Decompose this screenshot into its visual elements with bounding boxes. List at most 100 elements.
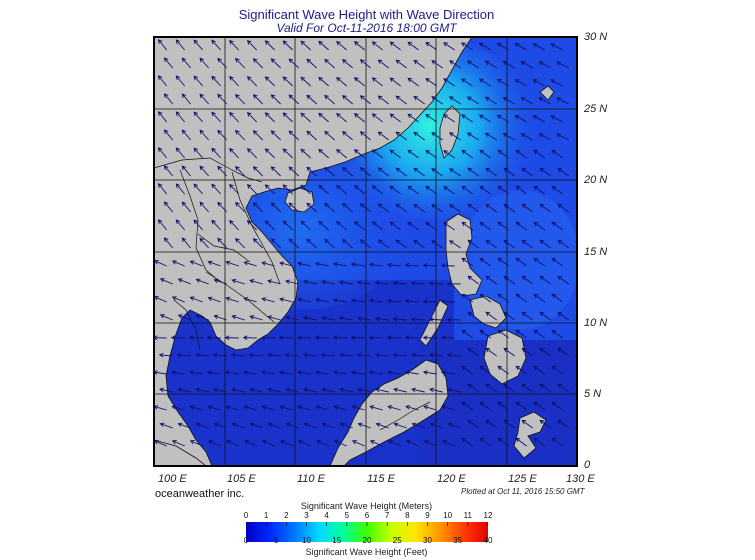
wave-arrow [392,280,407,286]
wave-arrow [497,365,509,375]
wave-arrow [387,440,401,447]
credit-text: oceanweather inc. [155,488,245,500]
wave-arrow [217,129,227,141]
wave-arrow [485,347,497,357]
wave-arrow [466,60,479,69]
wave-arrow [181,201,192,213]
wave-arrow [353,113,365,123]
wave-arrow [377,167,389,177]
wave-arrow [181,129,192,141]
wave-arrow [533,437,545,447]
wave-arrow [171,296,185,303]
wave-arrow [407,149,419,159]
wave-arrow [479,329,491,339]
wave-arrow [485,311,497,321]
wave-arrow [497,401,509,411]
wave-arrow [267,422,281,429]
wave-arrow [158,352,173,358]
wave-arrow [551,365,563,375]
wave-arrow [278,370,293,375]
legend-feet-tick: 35 [453,536,463,545]
wave-arrow [550,79,563,87]
wave-arrow [252,238,263,249]
wave-arrow [175,183,186,195]
wave-arrow [357,387,371,393]
wave-arrow [357,422,371,429]
wave-arrow [440,299,455,304]
wave-arrow [154,335,167,341]
wave-arrow [404,335,419,341]
wave-arrow [551,293,563,303]
wave-arrow [446,352,461,358]
wave-arrow [557,419,569,429]
wave-arrow [461,437,473,447]
wave-arrow [199,129,210,141]
wave-arrow [336,112,347,123]
wave-arrow [368,370,383,375]
wave-arrow [171,405,185,411]
wave-arrow [260,335,275,341]
wave-arrow [515,329,527,339]
wave-arrow [157,183,168,195]
wave-arrow [515,437,527,447]
wave-arrow [550,115,563,123]
wave-arrow [377,59,389,69]
legend-feet-tick: 15 [332,536,342,545]
wave-arrow [243,440,257,447]
wave-arrow [551,257,563,267]
wave-arrow [159,278,173,285]
wave-arrow [318,184,329,195]
wave-arrow [177,314,191,321]
wave-arrow [189,440,203,447]
wave-arrow [211,111,222,123]
wave-arrow [521,383,533,393]
wave-arrow [467,167,479,177]
wave-arrow [246,148,257,159]
wave-arrow [231,314,245,321]
wave-arrow [428,317,443,322]
wave-arrow [246,184,257,195]
wave-arrow [261,261,275,267]
wave-arrow [270,94,281,105]
wave-arrow [449,168,461,177]
wave-arrow [181,237,192,249]
wave-arrow [306,166,317,177]
wave-arrow [422,370,437,375]
wave-arrow [431,60,443,69]
wave-arrow [282,148,293,159]
wave-arrow [282,184,293,195]
legend-meters-tick: 9 [425,511,430,520]
wave-arrow [163,57,174,69]
wave-arrow [515,293,527,303]
legend-meters-tick: 12 [483,511,493,520]
wave-arrow [170,335,185,341]
wave-arrow [467,347,479,357]
wave-arrow [371,41,383,51]
wave-arrow [374,352,389,358]
wave-arrow [235,237,245,249]
wave-arrow [242,335,257,341]
legend-meters-tick: 2 [284,511,289,520]
wave-arrow [428,352,443,358]
wave-arrow [413,95,425,105]
wave-arrow [395,131,407,141]
wave-arrow [252,202,263,213]
wave-arrow [225,260,239,267]
wave-arrow [264,148,275,159]
wave-arrow [411,387,425,393]
wave-arrow [497,257,509,267]
wave-arrow [389,221,401,231]
wave-arrow [170,370,185,375]
legend-meters-title: Significant Wave Height (Meters) [300,501,433,511]
wave-arrow [461,401,473,411]
wave-arrow [246,40,257,51]
wave-arrow [341,203,353,213]
wave-arrow [264,76,275,87]
wave-arrow [520,97,533,105]
wave-arrow [279,261,293,267]
wave-arrow [520,133,533,141]
wave-arrow [446,281,461,287]
wave-arrow [249,387,263,393]
wave-arrow [231,422,245,429]
wave-arrow [195,278,209,285]
